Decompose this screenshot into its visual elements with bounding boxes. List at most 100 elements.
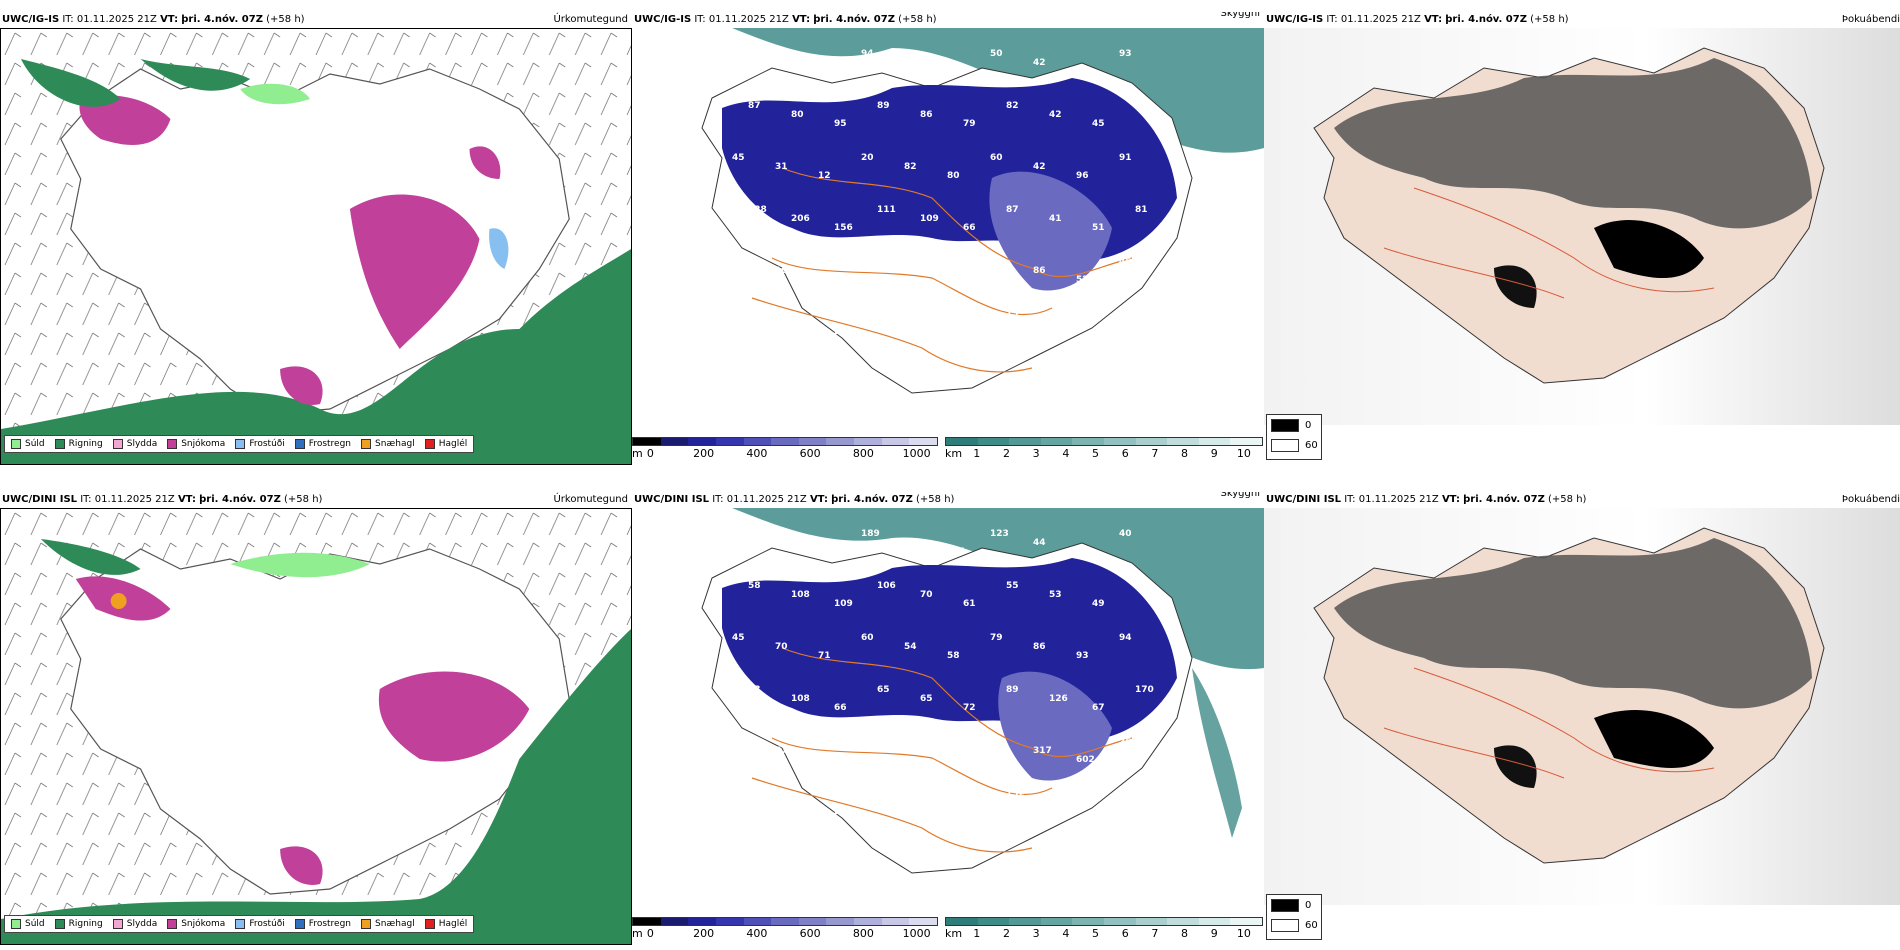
cloud-base-label: 123 (990, 529, 1009, 539)
visibility-segment (946, 438, 978, 445)
cloud-base-label: 161 (775, 58, 794, 68)
cloudbase-tick-label: 800 (852, 927, 874, 940)
visibility-segment (1230, 918, 1262, 925)
cloud-map: 305 161 69 94 47 45 50 42 51 93 87 80 95 89 86 79 82 42 45… (632, 28, 1264, 425)
fog-legend-item: 60 (1267, 435, 1321, 455)
cloud-base-label: 45 (1092, 119, 1105, 129)
fog-swatch (1271, 898, 1299, 912)
panel-title: Skyggni (1220, 12, 1260, 19)
cloud-base-label: 91 (1119, 153, 1132, 163)
cloud-base-label: 70 (775, 642, 788, 652)
visibility-segment (1198, 918, 1231, 925)
model-name: UWC/IG-IS (634, 14, 692, 25)
lead-time: (+58 h) (266, 14, 305, 25)
cloud-base-label: 228 (748, 205, 767, 215)
cloud-base-label: 47 (748, 309, 761, 319)
cloud-base-label: 214 (904, 538, 923, 548)
cloud-base-label: 183 (861, 257, 880, 267)
cloudbase-tick-label: 800 (852, 447, 874, 460)
cloud-base-label: 72 (963, 703, 976, 713)
visibility-tick-label: 7 (1151, 447, 1159, 460)
panel-header: UWC/IG-IS IT: 01.11.2025 21Z VT: þri. 4.… (1266, 12, 1900, 28)
visibility-segment (1230, 438, 1262, 445)
cloudbase-segment (771, 918, 799, 925)
legend-item: Súld (11, 919, 45, 929)
cloud-base-label: 49 (1092, 599, 1105, 609)
cloud-base-label: 55 (1006, 581, 1019, 591)
visibility-tick-label: 8 (1181, 927, 1189, 940)
panel-title: Úrkomutegund (553, 14, 628, 25)
legend-swatch (361, 919, 372, 929)
panel-title: Úrkomutegund (553, 494, 628, 505)
precip-map (0, 508, 632, 945)
visibility-tick-label: 1 (973, 447, 981, 460)
cloudbase-tick-label: 600 (799, 927, 821, 940)
cloud-base-label: 65 (877, 685, 890, 695)
visibility-segment (977, 438, 1010, 445)
cloudbase-segment (909, 918, 938, 925)
model-name: UWC/IG-IS (1266, 14, 1324, 25)
model-name: UWC/DINI ISL (2, 494, 78, 505)
legend-item: Frostúði (235, 919, 285, 929)
cloud-base-label: 86 (1033, 266, 1046, 276)
cloud-base-label: 65 (920, 694, 933, 704)
legend-swatch (11, 919, 21, 929)
cloud-base-label: 78 (775, 538, 788, 548)
cloudbase-segment (715, 918, 744, 925)
cloud-base-label: 106 (877, 581, 896, 591)
cloud-base-label: 206 (791, 214, 810, 224)
cloud-base-label: 126 (1049, 694, 1068, 704)
legend-item: Slydda (112, 919, 157, 929)
legend-item: Haglél (424, 919, 467, 929)
legend-swatch (167, 439, 178, 449)
cloud-base-label: 901 (947, 547, 966, 557)
valid-time: þri. 4.nóv. 07Z (181, 14, 263, 25)
cloud-base-label: 83 (990, 257, 1003, 267)
cloudbase-unit: m (632, 927, 643, 940)
legend-swatch (361, 439, 372, 449)
legend-item: Rigning (54, 439, 103, 449)
legend-item: Slydda (112, 439, 157, 449)
visibility-colorbar: 1 2 3 4 5 6 7 8 9 10 km (945, 437, 1263, 467)
cloud-base-label: 100 (775, 266, 794, 276)
cloud-base-label: 79 (963, 119, 976, 129)
cloudbase-segment (633, 438, 661, 445)
cloud-base-label: 210 (904, 266, 923, 276)
cloud-base-label: 202 (834, 327, 853, 337)
cloud-base-label: 66 (963, 223, 976, 233)
cloud-base-label: 170 (1135, 685, 1154, 695)
cloud-base-label: 89 (877, 101, 890, 111)
fog-map (1264, 28, 1900, 425)
legend-swatch (167, 919, 178, 929)
cloud-base-label: 131 (947, 755, 966, 765)
visibility-tick-label: 8 (1181, 447, 1189, 460)
cloudbase-colorbar: 0 200 400 600 800 1000 m (632, 437, 938, 467)
legend-swatch (294, 439, 305, 449)
visibility-tick-label: 9 (1210, 927, 1218, 940)
visibility-unit: km (945, 447, 963, 460)
model-name: UWC/DINI ISL (1266, 494, 1342, 505)
cloudbase-segment (715, 438, 744, 445)
cloud-map-svg: 73 78 132 189 214 901 123 44 47 40 58 108 109 106 70 61… (632, 508, 1264, 874)
cloud-base-label: 87 (748, 101, 761, 111)
legend-swatch (54, 919, 65, 929)
cloudbase-segment (909, 438, 938, 445)
cloud-base-label: 61 (963, 599, 976, 609)
panel-header: UWC/DINI ISL IT: 01.11.2025 21Z VT: þri.… (634, 492, 1262, 508)
legend-item: Frostúði (235, 439, 285, 449)
panel-header: UWC/IG-IS IT: 01.11.2025 21Z VT: þri. 4.… (634, 12, 1262, 28)
cloud-base-label: 69 (818, 67, 831, 77)
cloudbase-tick-label: 400 (746, 447, 768, 460)
cloud-base-label: 109 (834, 599, 853, 609)
cloud-base-label: 96 (1076, 171, 1089, 181)
legend-item: Frostregn (294, 919, 351, 929)
fog-legend: 0 60 (1266, 414, 1322, 460)
legend-item: Haglél (424, 439, 467, 449)
cloud-base-label: 85 (732, 257, 745, 267)
cloud-base-label: 58 (748, 581, 761, 591)
visibility-tick-label: 10 (1236, 447, 1251, 460)
visibility-tick-label: 3 (1032, 447, 1040, 460)
cloudbase-colorbar: 0 200 400 600 800 1000 m (632, 917, 938, 947)
cloudbase-segment (688, 438, 716, 445)
cloud-base-label: 20 (861, 153, 874, 163)
